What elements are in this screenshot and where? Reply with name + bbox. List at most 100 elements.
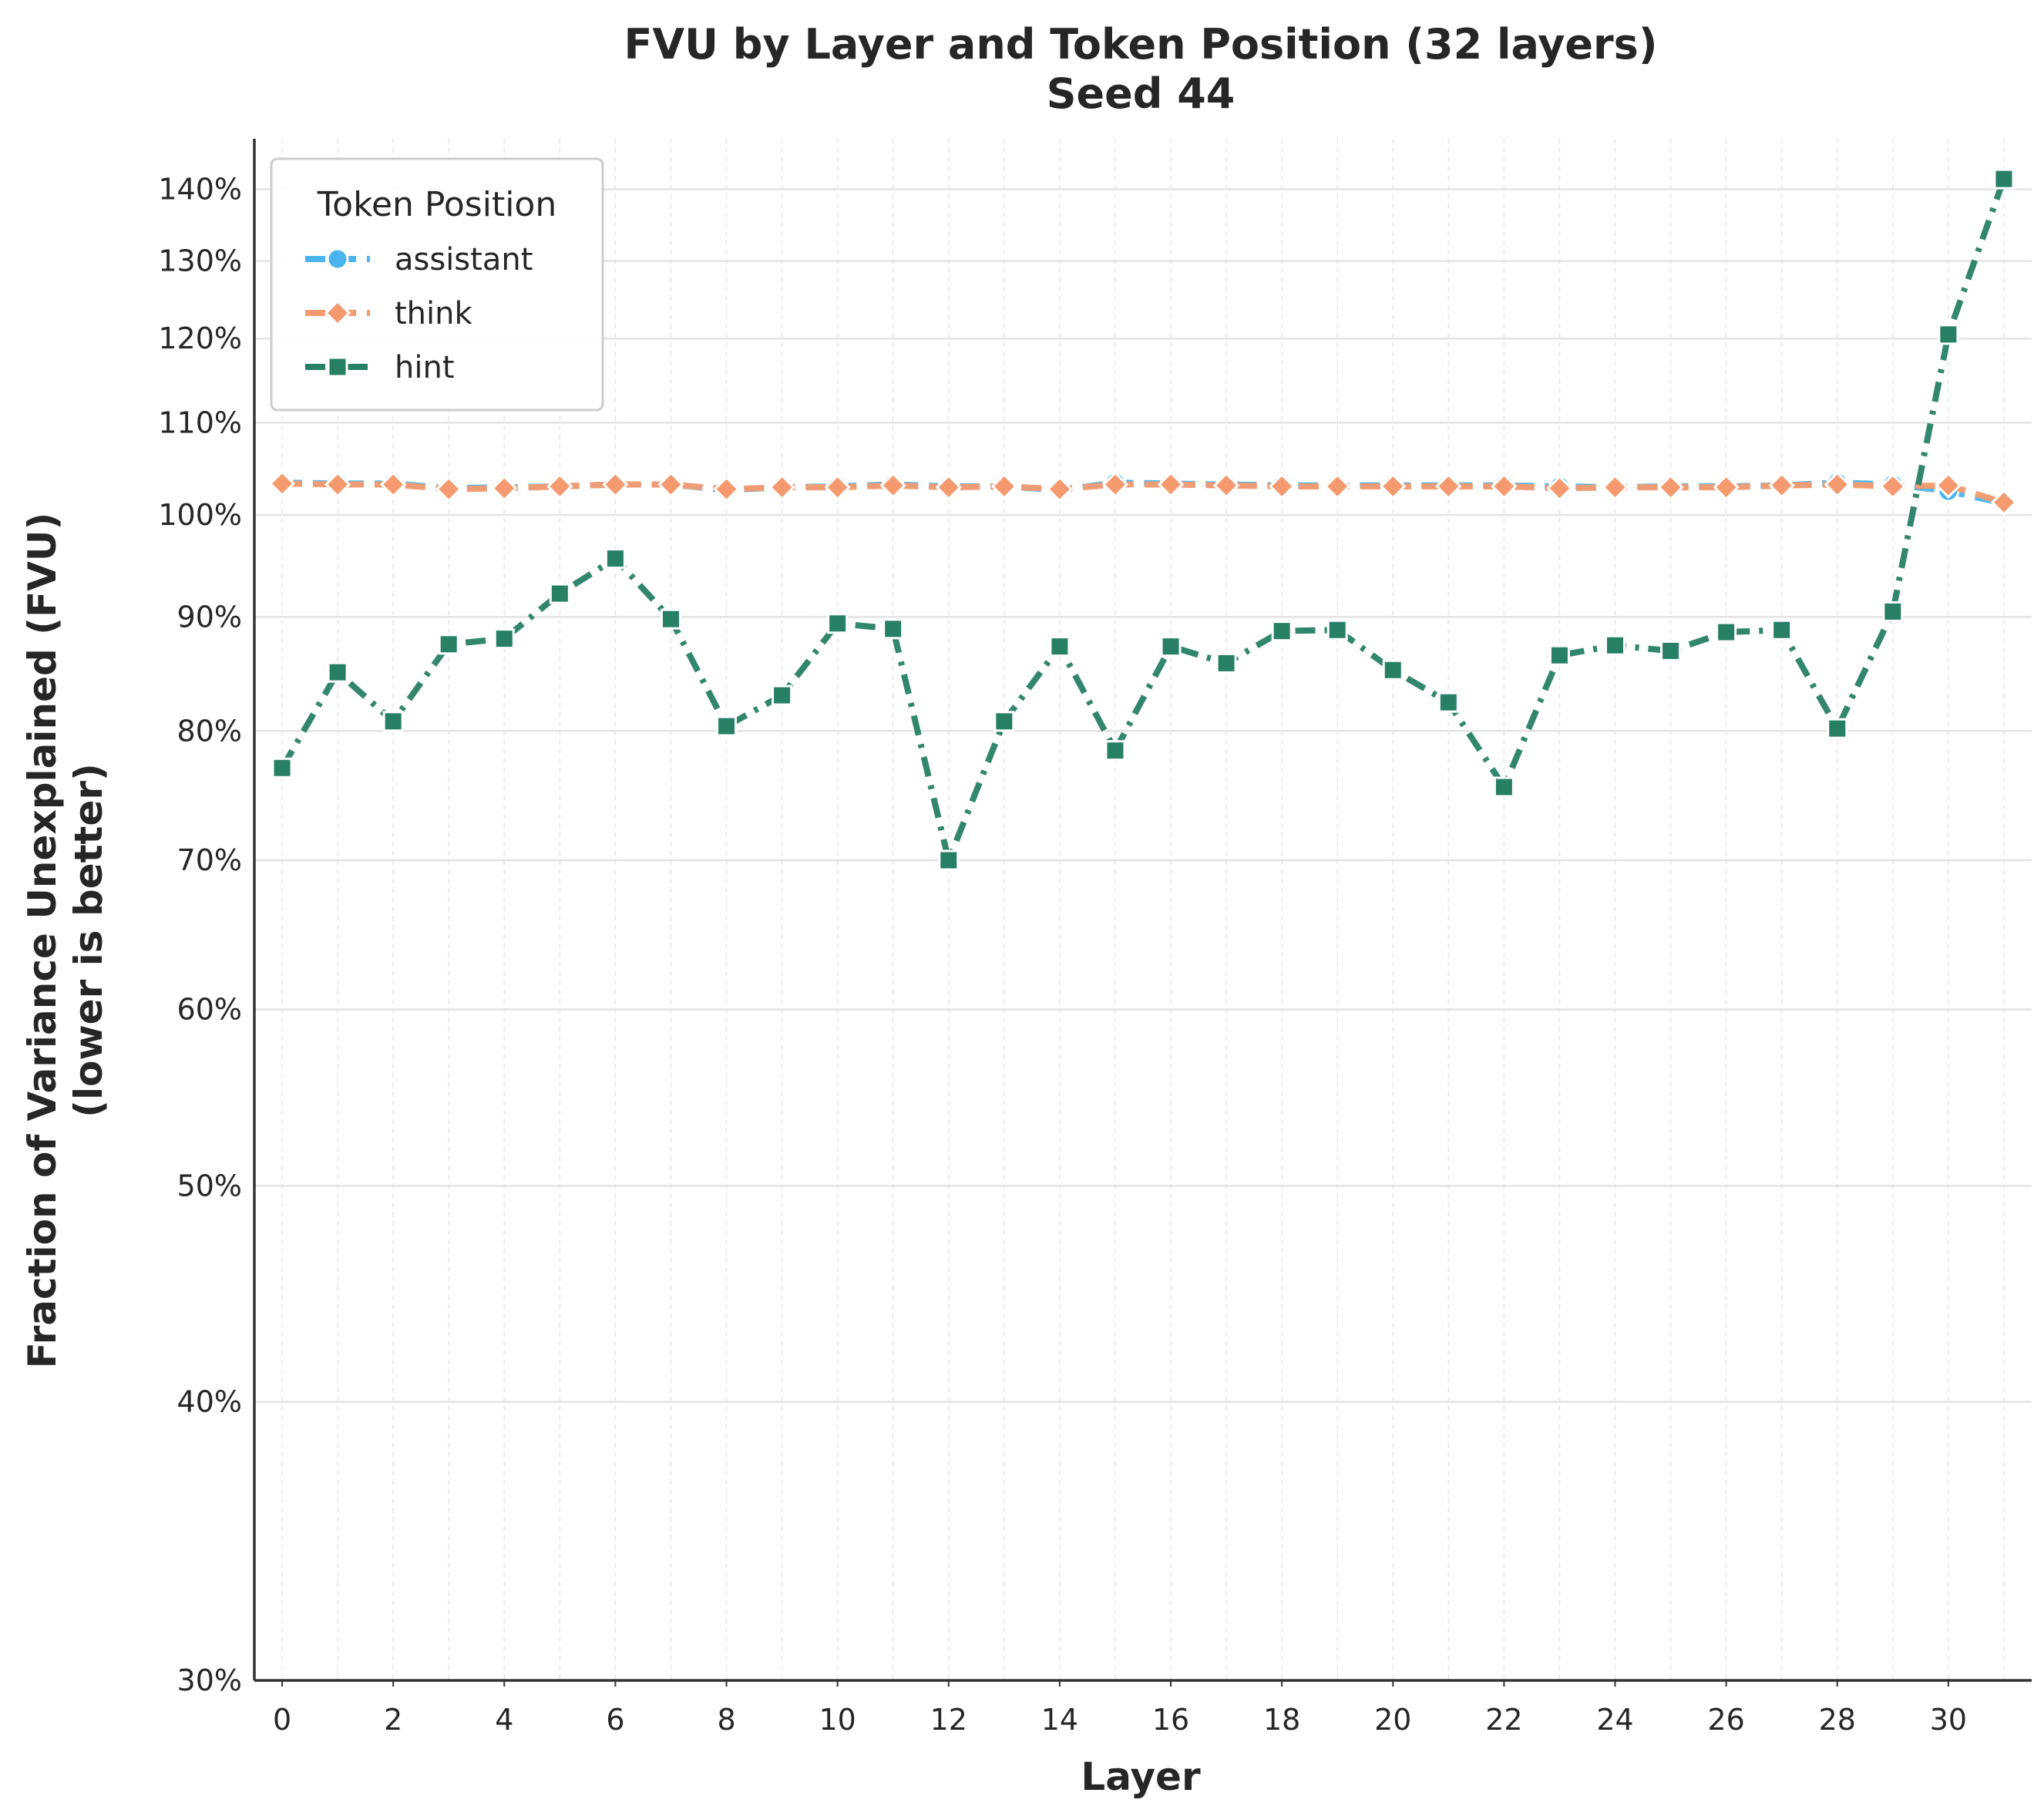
y-tick-label: 70% [177, 843, 242, 877]
y-tick-label: 140% [158, 173, 242, 207]
data-point-think [1101, 471, 1129, 498]
x-tick-label: 4 [495, 1703, 513, 1737]
data-point-hint [1049, 636, 1071, 658]
data-point-think [879, 472, 906, 499]
data-point-hint [772, 684, 793, 706]
data-point-think [1491, 473, 1518, 500]
data-point-think [602, 471, 629, 498]
legend-frame [270, 157, 604, 412]
series-line-think [281, 480, 2005, 506]
data-point-hint [1493, 776, 1515, 798]
x-tick-label: 28 [1819, 1703, 1856, 1737]
y-tick-label: 110% [158, 405, 242, 439]
y-tick-label: 130% [158, 244, 242, 278]
x-tick-label: 16 [1152, 1703, 1189, 1737]
data-point-hint [1104, 740, 1126, 762]
data-point-hint [438, 634, 459, 655]
data-point-think [713, 476, 740, 503]
x-tick-label: 26 [1707, 1703, 1744, 1737]
data-point-hint [882, 618, 904, 640]
data-point-hint [993, 711, 1015, 732]
data-point-hint [1882, 600, 1904, 622]
y-axis-label-line1: Fraction of Variance Unexplained (FVU) [20, 513, 65, 1369]
y-tick-label: 30% [177, 1663, 242, 1697]
data-point-think [1935, 472, 1962, 499]
x-tick-label: 2 [384, 1703, 402, 1737]
x-tick-label: 10 [819, 1703, 856, 1737]
data-point-think [935, 474, 962, 501]
data-point-think [1602, 474, 1629, 501]
x-tick-label: 22 [1485, 1703, 1522, 1737]
data-point-think [657, 471, 684, 498]
data-point-hint [382, 711, 404, 732]
data-point-hint [1160, 636, 1182, 658]
data-point-hint [327, 661, 348, 683]
data-point-think [768, 474, 795, 501]
data-point-think [1324, 473, 1351, 500]
data-point-think [546, 473, 573, 500]
data-point-hint [271, 757, 293, 779]
legend-label-assistant: assistant [395, 242, 533, 278]
data-point-think [1879, 473, 1906, 500]
data-point-hint [1993, 168, 2015, 190]
data-point-think [824, 474, 851, 501]
x-tick-label: 20 [1374, 1703, 1411, 1737]
data-point-hint [938, 849, 960, 871]
data-point-hint [1382, 659, 1404, 681]
data-point-hint [1716, 621, 1737, 643]
chart-title: FVU by Layer and Token Position (32 laye… [624, 20, 1657, 69]
data-point-think [324, 471, 351, 498]
data-point-think [1435, 473, 1462, 500]
data-point-think [990, 473, 1017, 500]
x-tick-label: 12 [930, 1703, 967, 1737]
data-point-hint [660, 608, 681, 630]
x-tick-label: 24 [1596, 1703, 1633, 1737]
data-point-hint [716, 715, 738, 737]
y-axis-label-line2: (lower is better) [66, 763, 111, 1118]
x-tick-label: 30 [1930, 1703, 1967, 1737]
legend-entry-think: think [305, 296, 473, 331]
data-point-hint [1827, 718, 1848, 739]
y-tick-label: 40% [177, 1385, 242, 1419]
legend-marker-hint [327, 356, 348, 378]
x-tick-label: 8 [717, 1703, 735, 1737]
x-axis-label: Layer [1081, 1754, 1201, 1799]
axes [253, 139, 2032, 1687]
legend-marker-assistant [326, 247, 349, 271]
data-point-think [1657, 474, 1684, 501]
data-point-think [1990, 489, 2018, 516]
data-point-hint [1271, 621, 1293, 642]
y-tick-label: 120% [158, 321, 242, 355]
data-point-hint [827, 613, 849, 634]
legend-title: Token Position [317, 185, 557, 224]
legend-entry-hint: hint [305, 350, 455, 385]
data-point-think [1269, 473, 1296, 500]
x-tick-label: 14 [1041, 1703, 1078, 1737]
data-point-hint [1605, 634, 1626, 656]
data-point-hint [604, 548, 626, 570]
legend-entry-assistant: assistant [305, 242, 533, 278]
y-tick-label: 60% [177, 993, 242, 1027]
data-point-hint [1215, 652, 1237, 674]
x-tick-label: 0 [273, 1703, 291, 1737]
data-point-think [1157, 471, 1185, 498]
tick-labels: 30%40%50%60%70%80%90%100%110%120%130%140… [158, 173, 1967, 1737]
data-point-hint [1938, 324, 1959, 345]
series-hint [271, 168, 2015, 871]
data-point-think [491, 475, 518, 502]
data-point-think [1212, 472, 1240, 499]
x-tick-label: 18 [1263, 1703, 1300, 1737]
legend-marker-think [324, 299, 351, 327]
data-point-hint [1437, 691, 1459, 713]
data-point-hint [1771, 619, 1793, 641]
data-point-think [1768, 472, 1795, 499]
y-tick-label: 80% [177, 714, 242, 748]
y-tick-label: 50% [177, 1169, 242, 1203]
data-point-hint [1548, 644, 1570, 666]
y-tick-label: 100% [158, 498, 242, 532]
data-point-hint [549, 583, 570, 604]
chart-subtitle: Seed 44 [1047, 69, 1235, 118]
legend-label-hint: hint [395, 350, 455, 385]
